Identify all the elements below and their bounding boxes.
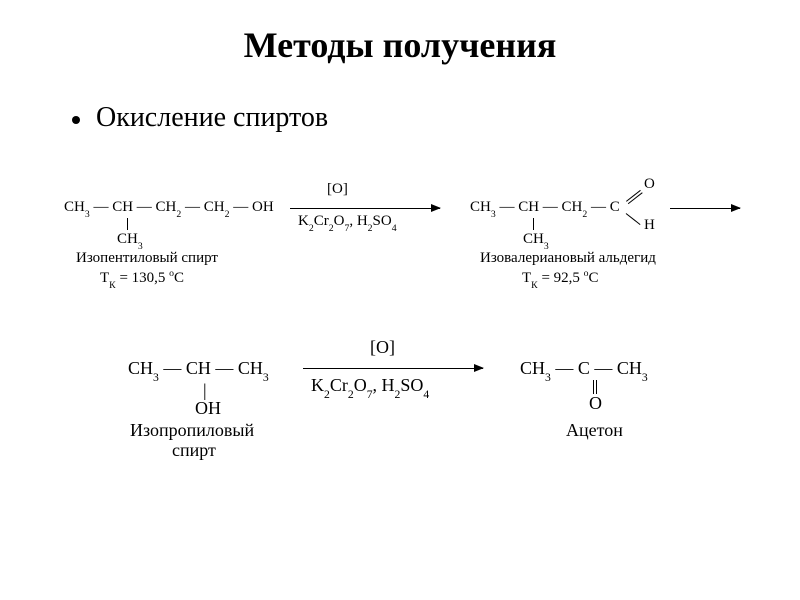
- r1-product-bp: ТК = 92,5 oC: [522, 268, 599, 289]
- bullet-icon: [72, 116, 80, 124]
- r1-reactant-name: Изопентиловый спирт: [76, 250, 218, 267]
- r2-reagent-top: [O]: [370, 337, 395, 358]
- subtitle-text: Окисление спиртов: [96, 102, 328, 133]
- r2-product-o: O: [589, 393, 602, 414]
- r1-arrow: [290, 208, 440, 209]
- r1-product-branch: CH3: [523, 231, 549, 250]
- r1-product-chain: CH3 — CH — CH2 — C: [470, 199, 620, 218]
- r1-reactant-bp: ТК = 130,5 oC: [100, 268, 184, 289]
- r2-reagent-bottom: K2Cr2O7, H2SO4: [311, 375, 429, 399]
- r1-reactant-chain: CH3 — CH — CH2 — CH2 — OH: [64, 199, 274, 218]
- r1-reactant-branch: CH3: [117, 231, 143, 250]
- r1-cho-dbond: [626, 190, 640, 201]
- r2-product-name: Ацетон: [566, 420, 623, 441]
- r1-reagent-bottom: K2Cr2O7, H2SO4: [298, 213, 397, 232]
- r1-reactant-bond: [127, 218, 128, 230]
- r2-reactant-chain: CH3 — CH — CH3: [128, 358, 269, 382]
- r1-cho-h: H: [644, 217, 655, 234]
- r2-arrow: [303, 368, 483, 369]
- r2-product-chain: CH3 — C — CH3: [520, 358, 648, 382]
- r1-reagent-top: [O]: [327, 181, 348, 198]
- r1-product-name: Изовалериановый альдегид: [480, 250, 656, 267]
- r1-arrow2: [670, 208, 740, 209]
- page-title: Методы получения: [0, 0, 800, 66]
- r1-cho-hbond: [626, 213, 641, 225]
- r2-reactant-name2: спирт: [172, 440, 216, 461]
- r2-reactant-oh: OH: [195, 398, 221, 419]
- section-subtitle: Окисление спиртов: [0, 66, 800, 134]
- r1-product-bond: [533, 218, 534, 230]
- r1-cho-o: O: [644, 176, 655, 193]
- r2-reactant-name1: Изопропиловый: [130, 420, 254, 441]
